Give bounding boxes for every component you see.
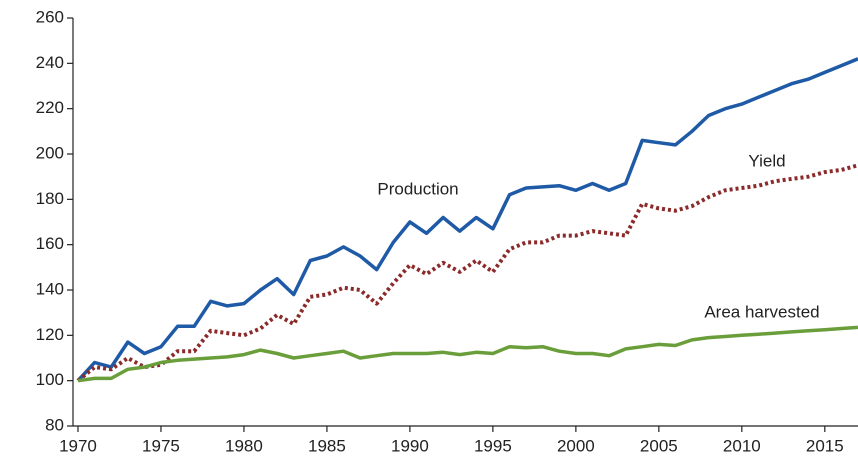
x-tick-label: 2015 bbox=[806, 436, 844, 455]
x-tick-label: 1990 bbox=[391, 436, 429, 455]
y-tick-label: 140 bbox=[36, 279, 64, 298]
series-line bbox=[77, 325, 858, 383]
y-tick-label: 160 bbox=[36, 234, 64, 253]
y-tick-label: 240 bbox=[36, 53, 64, 72]
x-tick-label: 1995 bbox=[474, 436, 512, 455]
series-label: Yield bbox=[748, 151, 785, 170]
series-label: Area harvested bbox=[704, 302, 819, 321]
x-tick-label: 2010 bbox=[723, 436, 761, 455]
y-tick-label: 120 bbox=[36, 325, 64, 344]
x-tick-label: 1970 bbox=[59, 436, 97, 455]
y-tick-label: 260 bbox=[36, 7, 64, 26]
x-tick-label: 1985 bbox=[308, 436, 346, 455]
y-tick-label: 80 bbox=[45, 415, 64, 434]
x-tick-label: 2005 bbox=[640, 436, 678, 455]
series-line bbox=[76, 57, 858, 382]
y-tick-label: 200 bbox=[36, 143, 64, 162]
y-tick-label: 180 bbox=[36, 189, 64, 208]
x-tick-label: 1980 bbox=[225, 436, 263, 455]
series-line bbox=[76, 163, 858, 383]
y-tick-label: 220 bbox=[36, 98, 64, 117]
series-label: Production bbox=[377, 179, 458, 198]
x-tick-label: 1975 bbox=[142, 436, 180, 455]
y-tick-label: 100 bbox=[36, 370, 64, 389]
x-tick-label: 2000 bbox=[557, 436, 595, 455]
